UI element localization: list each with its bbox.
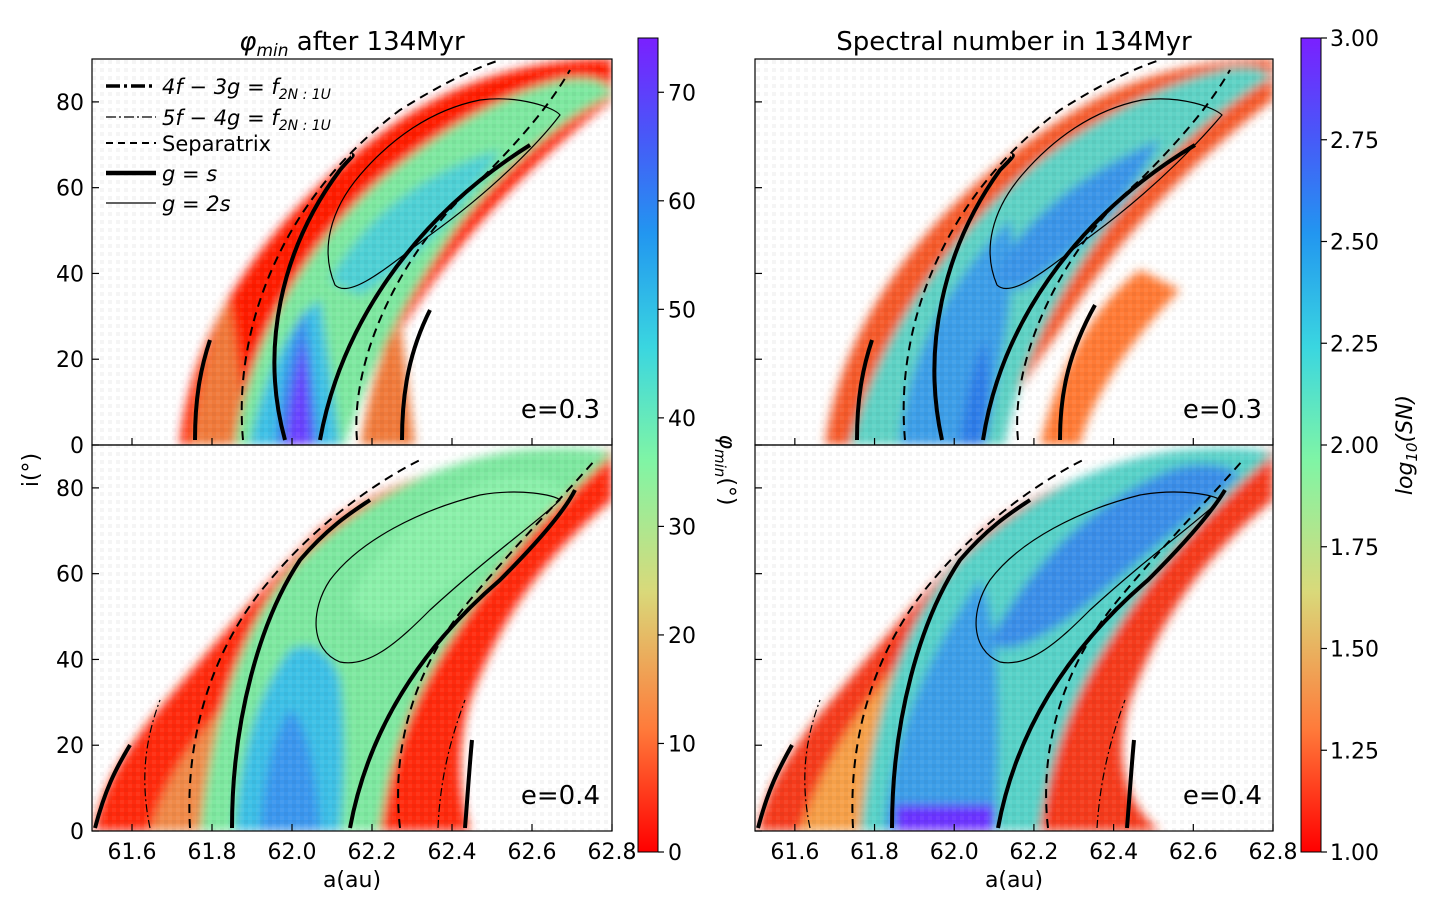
x-tick-label: 62.2 — [348, 840, 397, 865]
y-tick-label: 80 — [56, 91, 84, 116]
y-tick-label: 40 — [56, 648, 84, 673]
x-tick-label: 61.6 — [108, 840, 157, 865]
y-tick-label: 60 — [56, 563, 84, 588]
annotation-top-left: e=0.3 — [521, 395, 600, 425]
left-title-subscript: min — [256, 41, 288, 61]
legend-label-5f4g: 5f − 4g = f2N : 1U — [162, 106, 331, 134]
colorbar-left — [637, 37, 659, 853]
y-tick-label: 80 — [56, 477, 84, 502]
x-axis-label-left: a(au) — [323, 868, 381, 893]
y-tick-label: 60 — [56, 177, 84, 202]
y-tick-label: 20 — [56, 734, 84, 759]
colorbar-right-tick-label: 1.50 — [1330, 638, 1379, 663]
legend-label-g-2s: g = 2s — [162, 192, 231, 216]
heatmap-top-right — [755, 59, 1273, 445]
heatmap-bottom-left — [92, 445, 612, 831]
annotation-top-right: e=0.3 — [1183, 395, 1262, 425]
colorbar-right-tick-label: 2.00 — [1330, 434, 1379, 459]
right-title: Spectral number in 134Myr — [836, 27, 1192, 57]
left-title: φmin after 134Myr — [239, 27, 465, 61]
heatmap-bottom-right — [755, 445, 1273, 831]
colorbar-left-tick-label: 20 — [668, 624, 696, 649]
x-tick-label: 61.8 — [850, 840, 899, 865]
left-title-symbol: φ — [239, 27, 256, 57]
colorbar-left-label: φmin(°) — [711, 435, 739, 506]
colorbar-right-tick-label: 2.50 — [1330, 231, 1379, 256]
y-tick-label: 20 — [56, 348, 84, 373]
colorbar-left-tick-label: 10 — [668, 732, 696, 757]
colorbar-right-tick-label: 2.25 — [1330, 332, 1379, 357]
annotation-bottom-right: e=0.4 — [1183, 781, 1262, 811]
legend-label-4f3g: 4f − 3g = f2N : 1U — [162, 75, 331, 103]
colorbar-left-tick-label: 30 — [668, 515, 696, 540]
y-tick-label: 0 — [70, 820, 84, 845]
x-tick-label: 62.6 — [1169, 840, 1218, 865]
colorbar-right-tick-label: 1.75 — [1330, 536, 1379, 561]
legend-label-separatrix: Separatrix — [162, 132, 271, 156]
x-tick-label: 62.4 — [428, 840, 477, 865]
x-tick-label: 62.8 — [1249, 840, 1298, 865]
colorbar-left-tick-label: 70 — [668, 81, 696, 106]
heatmap-top-left — [92, 59, 612, 445]
x-tick-label: 62.6 — [508, 840, 557, 865]
colorbar-left-tick-label: 40 — [668, 407, 696, 432]
colorbar-left-tick-label: 50 — [668, 298, 696, 323]
colorbar-ticks: 0 10 20 30 40 50 60 70 1.00 1.25 1.50 1.75 2.00 2.25 2… — [658, 27, 1379, 866]
y-tick-label: 0 — [70, 434, 84, 459]
colorbar-right-tick-label: 3.00 — [1330, 27, 1379, 52]
x-tick-label: 62.4 — [1089, 840, 1138, 865]
x-tick-label: 61.8 — [188, 840, 237, 865]
colorbar-left-tick-label: 0 — [668, 841, 682, 866]
x-tick-label: 62.0 — [930, 840, 979, 865]
axis-ticks: 0 20 40 60 80 0 20 40 60 80 61.6 61.8 62.0 62.2 62.4 62… — [56, 91, 1297, 865]
y-tick-label: 40 — [56, 262, 84, 287]
legend-label-g-s: g = s — [162, 162, 217, 186]
x-axis-label-right: a(au) — [985, 868, 1043, 893]
x-tick-label: 62.2 — [1009, 840, 1058, 865]
left-title-rest: after 134Myr — [289, 27, 465, 57]
colorbar-right-tick-label: 1.25 — [1330, 739, 1379, 764]
colorbar-left-tick-label: 60 — [668, 190, 696, 215]
colorbar-right-tick-label: 1.00 — [1330, 841, 1379, 866]
x-tick-label: 62.0 — [268, 840, 317, 865]
y-axis-label: i(°) — [19, 453, 44, 487]
x-tick-label: 61.6 — [770, 840, 819, 865]
legend: 4f − 3g = f2N : 1U 5f − 4g = f2N : 1U Se… — [106, 75, 331, 216]
annotation-bottom-left: e=0.4 — [521, 781, 600, 811]
colorbar-right — [1300, 37, 1322, 853]
colorbar-right-label: log10(SN) — [1393, 395, 1421, 495]
colorbar-right-tick-label: 2.75 — [1330, 129, 1379, 154]
x-tick-label: 62.8 — [588, 840, 637, 865]
